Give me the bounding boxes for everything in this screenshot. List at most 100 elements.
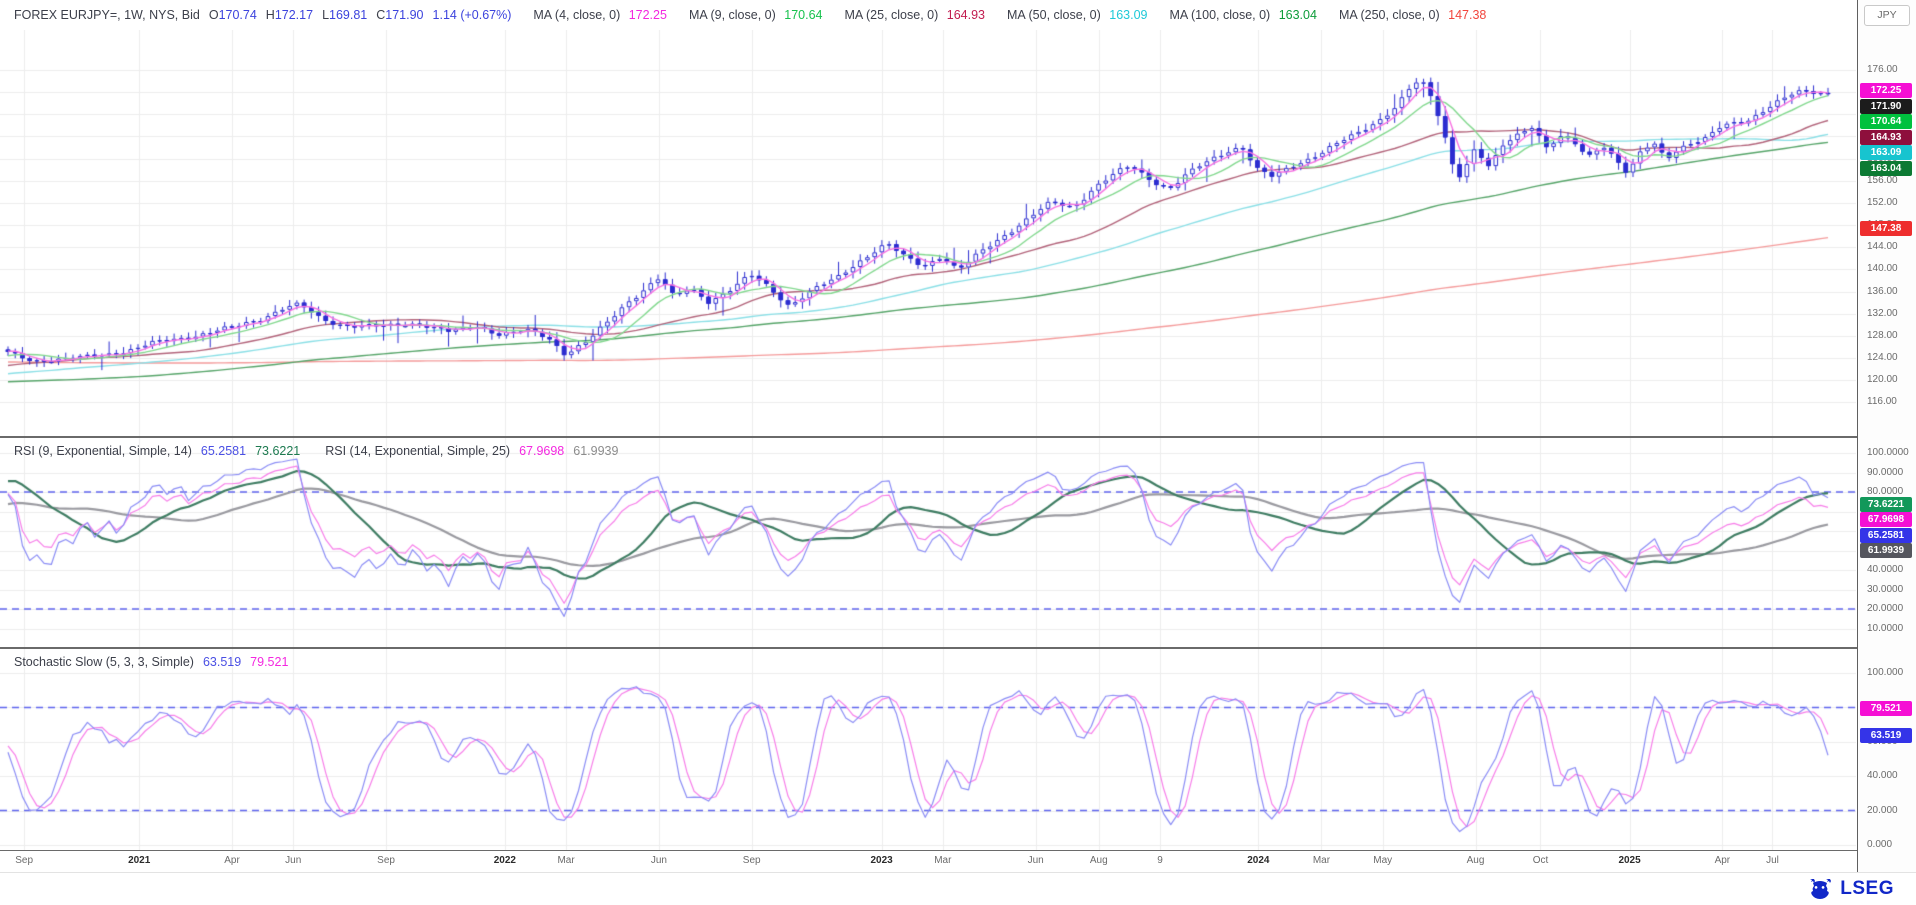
change-value: 1.14 (+0.67%): [432, 8, 512, 22]
rsi-axis-badge: 73.6221: [1860, 496, 1912, 512]
price-axis-label: 124.00: [1867, 352, 1898, 364]
stochastic-chart-canvas[interactable]: [0, 649, 1856, 850]
rsi-axis-label: 10.0000: [1867, 622, 1904, 634]
legend-ohlc-field: H172.17: [266, 8, 313, 22]
x-tick-label: Aug: [1466, 855, 1485, 866]
rsi-legend-label: RSI (9, Exponential, Simple, 14): [14, 444, 192, 458]
ma-legend-label: MA (250, close, 0): [1338, 8, 1444, 22]
price-axis-badge: 163.04: [1860, 160, 1912, 176]
chart-legend-bar: FOREX EURJPY=, 1W, NYS, Bid O170.74 H172.…: [0, 0, 1856, 30]
ohlc-field-value: 172.17: [274, 8, 314, 22]
rsi-axis-badge: 67.9698: [1860, 512, 1912, 528]
lseg-crest-icon: [1810, 879, 1832, 899]
ma-legend-item: MA (4, close, 0) 172.25: [533, 8, 667, 22]
ma-legend-label: MA (4, close, 0): [533, 8, 624, 22]
x-tick-label: 9: [1157, 855, 1163, 866]
stochastic-legend-value: 63.519: [202, 655, 242, 669]
x-tick-label: Jul: [1766, 855, 1779, 866]
price-axis-badge: 170.64: [1860, 114, 1912, 130]
ma-legend-value: 164.93: [946, 8, 985, 22]
stoch-axis-label: 100.000: [1867, 667, 1904, 678]
x-tick-label: Jun: [1027, 855, 1044, 866]
x-tick-label: Apr: [1714, 855, 1731, 866]
ma-legend-item: MA (25, close, 0) 164.93: [844, 8, 985, 22]
lseg-logo-text: LSEG: [1840, 878, 1894, 899]
ma-legend-value: 172.25: [628, 8, 667, 22]
ma-legend-item: MA (100, close, 0) 163.04: [1169, 8, 1316, 22]
ma-legend-item: MA (250, close, 0) 147.38: [1339, 8, 1486, 22]
lseg-logo: LSEG: [1807, 877, 1894, 901]
ma-legend-value: 163.09: [1109, 8, 1148, 22]
rsi-axis-label: 90.0000: [1867, 466, 1904, 478]
price-axis-label: 156.00: [1867, 174, 1898, 186]
instrument-title: FOREX EURJPY=, 1W, NYS, Bid: [14, 8, 200, 22]
price-axis-column[interactable]: JPY 176.00 168.00 156.00 152.00 144.00 140.00…: [1857, 0, 1916, 872]
price-chart-canvas[interactable]: [0, 30, 1856, 437]
x-tick-label: Apr: [224, 855, 240, 866]
x-tick-label: Jun: [285, 855, 302, 866]
ohlc-field-label: C: [376, 8, 386, 22]
x-tick-label: Oct: [1532, 855, 1549, 866]
ohlc-fields: O170.74 H172.17 L169.81 C171.90: [209, 8, 424, 22]
legend-ohlc-field: C171.90: [376, 8, 423, 22]
legend-ohlc-field: O170.74: [209, 8, 257, 22]
bottom-bar: LSEG: [0, 872, 1916, 905]
currency-unit-chip[interactable]: JPY: [1864, 5, 1910, 26]
x-tick-label: 2024: [1247, 855, 1270, 866]
ohlc-field-label: L: [322, 8, 330, 22]
price-axis-badge: 147.38: [1860, 221, 1912, 237]
pane-separator[interactable]: [0, 436, 1916, 438]
rsi-axis-label: 40.0000: [1867, 564, 1904, 575]
price-axis-label: 152.00: [1867, 196, 1898, 208]
stoch-axis-badge: 79.521: [1860, 700, 1912, 716]
time-axis[interactable]: Sep 2021 Apr Jun Sep 2022 Mar Jun Sep 2023 Mar Jun A…: [0, 851, 1856, 872]
x-tick-label: 2022: [493, 855, 516, 866]
rsi-legend-value: 65.2581: [200, 444, 247, 458]
ma-legend-label: MA (9, close, 0): [688, 8, 780, 22]
rsi-legend-value: 61.9939: [573, 444, 619, 458]
stoch-axis-label: 0.000: [1867, 839, 1893, 850]
x-tick-label: May: [1373, 855, 1393, 866]
price-axis-label: 128.00: [1867, 329, 1898, 341]
ohlc-field-label: H: [265, 8, 275, 22]
ma-legend-label: MA (100, close, 0): [1169, 8, 1274, 22]
ohlc-field-value: 170.74: [218, 8, 257, 22]
stochastic-legend-label: Stochastic Slow (5, 3, 3, Simple): [14, 655, 194, 669]
x-tick-label: Sep: [742, 855, 761, 866]
rsi-axis-badge: 61.9939: [1860, 543, 1912, 559]
ma-legend-label: MA (50, close, 0): [1006, 8, 1105, 22]
rsi-legend-label: RSI (14, Exponential, Simple, 25): [325, 444, 511, 458]
ohlc-field-value: 171.90: [385, 8, 424, 22]
ohlc-field-value: 169.81: [329, 8, 368, 22]
stoch-axis-label: 20.000: [1867, 804, 1898, 816]
rsi-chart-canvas[interactable]: [0, 438, 1856, 649]
x-tick-label: Sep: [377, 855, 395, 866]
price-axis-label: 144.00: [1867, 241, 1898, 253]
ma-legend-value: 163.04: [1278, 8, 1317, 22]
stoch-axis-label: 40.000: [1867, 770, 1898, 782]
ma-legend-label: MA (25, close, 0): [844, 8, 942, 22]
x-tick-label: Jun: [650, 855, 667, 866]
x-tick-label: Sep: [15, 855, 34, 866]
price-axis-badge: 163.09: [1860, 145, 1912, 161]
rsi-legend-group: RSI (14, Exponential, Simple, 25) 67.9698…: [325, 444, 618, 458]
ma-legend-items: MA (4, close, 0) 172.25 MA (9, close, 0) …: [533, 8, 1486, 22]
rsi-legend-value: 73.6221: [255, 444, 301, 458]
ma-legend-item: MA (50, close, 0) 163.09: [1007, 8, 1148, 22]
ma-legend-item: MA (9, close, 0) 170.64: [689, 8, 823, 22]
x-tick-label: Mar: [557, 855, 575, 866]
x-tick-label: Mar: [934, 855, 952, 866]
rsi-axis-label: 80.0000: [1867, 486, 1904, 497]
x-tick-label: Aug: [1089, 855, 1108, 866]
price-axis-badge: 172.25: [1860, 83, 1912, 99]
rsi-axis-label: 20.0000: [1867, 603, 1904, 614]
price-axis-label: 176.00: [1867, 64, 1898, 75]
pane-separator[interactable]: [0, 647, 1916, 649]
stochastic-legend-value: 79.521: [250, 655, 289, 669]
price-axis-label: 168.00: [1867, 108, 1898, 119]
stochastic-legend: Stochastic Slow (5, 3, 3, Simple) 63.519…: [14, 655, 288, 669]
stochastic-legend-values: 63.519 79.521: [203, 655, 288, 669]
x-tick-label: 2023: [870, 855, 893, 866]
ohlc-field-label: O: [208, 8, 219, 22]
price-axis-label: 120.00: [1867, 374, 1898, 386]
